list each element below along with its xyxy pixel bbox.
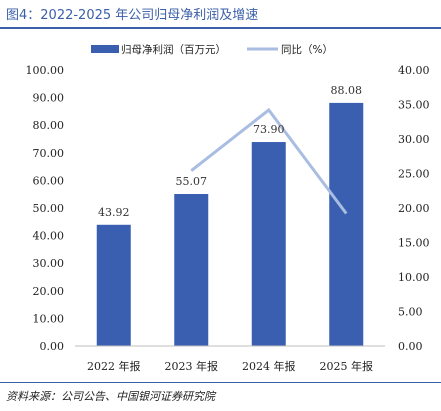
y-left-tick-label: 10.00: [33, 312, 65, 325]
x-tick-label: 2022 年报: [87, 359, 141, 373]
y-right-tick-label: 0.00: [398, 340, 423, 353]
bar-2022 年报: [96, 224, 131, 346]
y-right-tick-label: 20.00: [398, 202, 430, 215]
source-note: 资料来源：公司公告、中国银河证券研究院: [6, 390, 215, 403]
y-left-tick-label: 90.00: [33, 92, 65, 105]
bar-data-label: 88.08: [331, 84, 363, 97]
y-left-tick-label: 70.00: [33, 147, 65, 160]
x-tick-label: 2023 年报: [165, 359, 219, 373]
y-left-tick-label: 20.00: [33, 285, 65, 298]
y-left-tick-label: 40.00: [33, 230, 65, 243]
title-divider: [0, 27, 441, 29]
bar-data-label: 55.07: [176, 175, 208, 188]
bar-data-label: 43.92: [98, 206, 130, 219]
y-right-tick-label: 5.00: [398, 306, 423, 319]
x-tick-label: 2024 年报: [242, 359, 296, 373]
y-right-tick-label: 35.00: [398, 99, 430, 112]
y-left-tick-label: 0.00: [40, 340, 65, 353]
source-divider: [0, 382, 441, 383]
legend-bar-label: 归母净利润（百万元）: [121, 43, 226, 56]
legend-bar-swatch: [91, 45, 119, 53]
bar-data-label: 73.90: [253, 123, 285, 136]
bar-2025 年报: [329, 102, 364, 346]
bar-2024 年报: [251, 142, 286, 346]
y-right-tick-label: 10.00: [398, 271, 430, 284]
y-left-tick-label: 60.00: [33, 174, 65, 187]
y-right-tick-label: 15.00: [398, 237, 430, 250]
y-left-tick-label: 100.00: [26, 64, 65, 77]
x-tick-label: 2025 年报: [320, 359, 374, 373]
y-right-tick-label: 25.00: [398, 168, 430, 181]
growth-line: [190, 107, 348, 215]
y-right-tick-label: 40.00: [398, 64, 430, 77]
y-left-tick-label: 30.00: [33, 257, 65, 270]
legend-line-label: 同比（%）: [281, 43, 333, 56]
chart-title: 图4：2022-2025 年公司归母净利润及增速: [6, 8, 259, 23]
y-left-tick-label: 50.00: [33, 202, 65, 215]
bar-2023 年报: [174, 194, 209, 346]
y-left-tick-label: 80.00: [33, 119, 65, 132]
y-right-tick-label: 30.00: [398, 133, 430, 146]
